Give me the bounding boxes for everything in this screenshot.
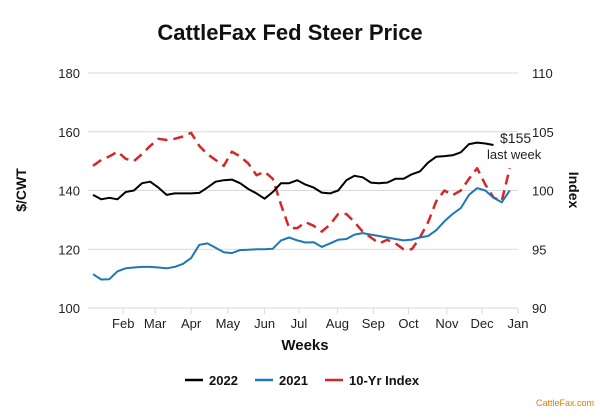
annotation-last-week: last week — [487, 147, 542, 162]
legend-label: 2022 — [209, 373, 238, 388]
x-tick-label: Sep — [362, 316, 385, 331]
y-tick-label: 120 — [58, 242, 80, 257]
x-axis-label: Weeks — [281, 337, 328, 354]
y2-tick-label: 100 — [532, 184, 554, 199]
legend: 2022 2021 10-Yr Index — [185, 373, 420, 388]
y-tick-label: 180 — [58, 66, 80, 81]
x-tick-label: Dec — [470, 316, 494, 331]
y2-tick-label: 105 — [532, 125, 554, 140]
x-tick-label: Jul — [291, 316, 308, 331]
y-axis-left: 100 120 140 160 180 — [58, 66, 80, 316]
x-tick-label: Jan — [508, 316, 529, 331]
x-tick-label: Feb — [112, 316, 134, 331]
series-lines — [92, 131, 512, 281]
y-tick-label: 160 — [58, 125, 80, 140]
x-tick-label: Apr — [181, 316, 202, 331]
x-axis: Feb Mar Apr May Jun Jul Aug Sep Oct Nov Dec Jan — [112, 308, 528, 331]
chart-title: CattleFax Fed Steer Price — [157, 20, 422, 45]
source-label: CattleFax.com — [536, 398, 594, 408]
y2-tick-label: 95 — [532, 242, 546, 257]
y-tick-label: 100 — [58, 301, 80, 316]
y2-tick-label: 110 — [532, 66, 553, 81]
x-tick-label: Aug — [326, 316, 349, 331]
legend-label: 2021 — [279, 373, 308, 388]
y2-axis-label: Index — [566, 172, 582, 209]
y-tick-label: 140 — [58, 184, 80, 199]
x-tick-label: Nov — [435, 316, 459, 331]
y2-tick-label: 90 — [532, 301, 546, 316]
legend-label: 10-Yr Index — [349, 373, 420, 388]
grid — [88, 72, 518, 309]
series-line-2022 — [92, 141, 494, 201]
annotation-price: $155 — [500, 130, 531, 146]
x-tick-label: Mar — [144, 316, 167, 331]
y-axis-right: 90 95 100 105 110 — [532, 66, 554, 316]
series-line-2021 — [92, 187, 511, 281]
y-axis-label: $/CWT — [13, 168, 29, 212]
x-tick-label: Jun — [254, 316, 275, 331]
x-tick-label: May — [216, 316, 241, 331]
series-line-10-yr-index — [92, 131, 512, 251]
x-tick-label: Oct — [398, 316, 419, 331]
